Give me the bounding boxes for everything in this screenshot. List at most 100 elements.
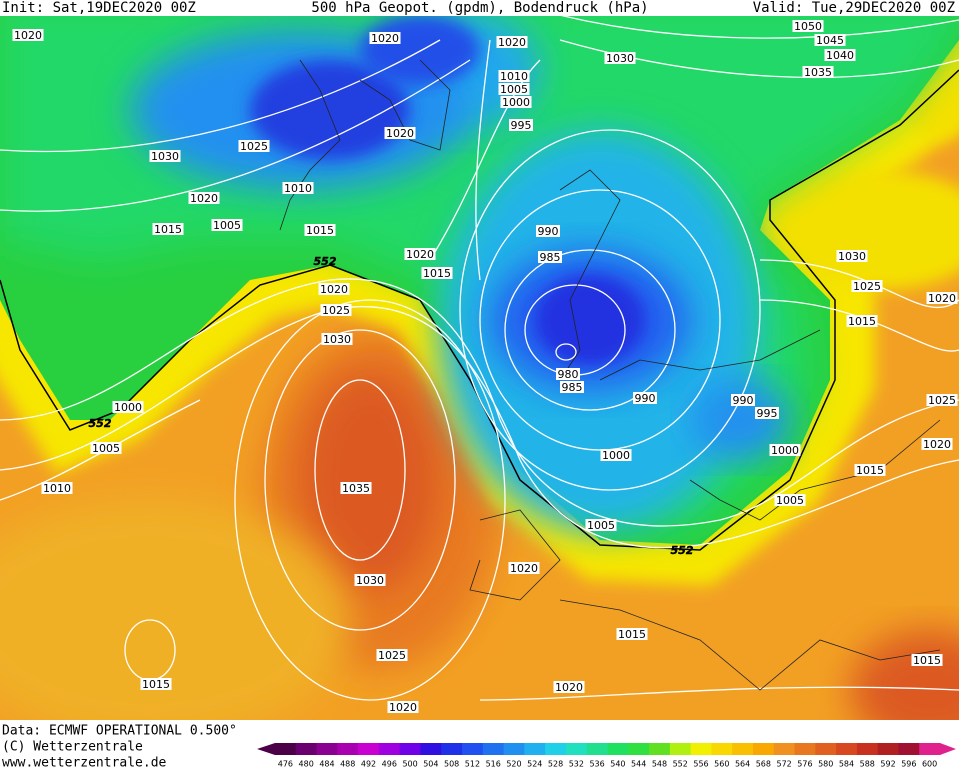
isobar-label: 1025 <box>378 649 406 662</box>
isobar-label: 1015 <box>856 464 884 477</box>
isobar-label-box <box>854 464 886 476</box>
isobar-label-box <box>500 96 532 108</box>
isobar-label-box <box>152 223 184 235</box>
scale-cell <box>524 743 546 755</box>
map-title: 500 hPa Geopot. (gpdm), Bodendruck (hPa) <box>311 0 648 16</box>
isobar-label: 1025 <box>928 394 956 407</box>
data-source: Data: ECMWF OPERATIONAL 0.500° <box>2 724 237 739</box>
contour-label: 552 <box>671 544 694 557</box>
scale-cell <box>732 743 754 755</box>
isobar-label-box <box>600 449 632 461</box>
isobar-label: 1035 <box>804 66 832 79</box>
isobar-label: 1050 <box>794 20 822 33</box>
header-bar <box>0 0 959 16</box>
isobar-label-box <box>496 36 528 48</box>
isobar-label: 995 <box>511 119 532 132</box>
isobar-label: 1005 <box>213 219 241 232</box>
isobar-label: 1045 <box>816 34 844 47</box>
isobar-label: 1020 <box>510 562 538 575</box>
scale-label: 516 <box>486 760 501 769</box>
website: www.wetterzentrale.de <box>2 756 167 770</box>
isobar-label: 1020 <box>389 701 417 714</box>
isobar-label-box <box>41 482 73 494</box>
contour-label: 552 <box>314 255 337 268</box>
isobar-label-box <box>560 381 584 393</box>
isobar-label: 1025 <box>853 280 881 293</box>
isobar-label: 1030 <box>606 52 634 65</box>
isobar-label: 980 <box>558 368 579 381</box>
isobar-label: 1020 <box>386 127 414 140</box>
isobar-label: 1030 <box>323 333 351 346</box>
scale-label: 600 <box>922 760 937 769</box>
isobar-label: 1020 <box>923 438 951 451</box>
scale-cell <box>773 743 796 755</box>
isobar-label-box <box>509 119 533 131</box>
scale-label: 564 <box>735 760 750 769</box>
isobar-label-box <box>404 248 436 260</box>
isobar-label-box <box>536 225 560 237</box>
scale-label: 508 <box>444 760 459 769</box>
scale-label: 588 <box>860 760 875 769</box>
scale-label: 568 <box>756 760 771 769</box>
isobar-label-box <box>824 49 856 61</box>
isobar-label-box <box>282 182 314 194</box>
isobar-label: 1000 <box>502 96 530 109</box>
isobar-label: 990 <box>538 225 559 238</box>
scale-label: 540 <box>610 760 625 769</box>
scale-cell <box>358 743 380 755</box>
scale-label: 556 <box>693 760 708 769</box>
scale-label: 544 <box>631 760 646 769</box>
scale-cell <box>836 743 858 755</box>
isobar-label-box <box>421 267 453 279</box>
scale-label: 500 <box>402 760 417 769</box>
isobar-label-box <box>369 32 401 44</box>
isobar-label-box <box>321 333 353 345</box>
scale-cell <box>607 743 629 755</box>
scale-cell <box>669 743 692 755</box>
isobar-label-box <box>911 654 943 666</box>
isobar-label-box <box>802 66 834 78</box>
isobar-label-box <box>926 292 958 304</box>
isobar-label: 990 <box>635 392 656 405</box>
isobar-label-box <box>498 83 530 95</box>
isobar-label: 1020 <box>190 192 218 205</box>
isobar-label-box <box>851 280 883 292</box>
isobar-label-box <box>769 444 801 456</box>
isobar-label: 1020 <box>555 681 583 694</box>
scale-cell <box>441 743 463 755</box>
isobar-label: 1035 <box>342 482 370 495</box>
isobar-label-box <box>498 70 530 82</box>
scale-cell <box>420 743 442 755</box>
isobar-label-box <box>553 681 585 693</box>
scale-label: 576 <box>797 760 812 769</box>
scale-cell <box>275 743 297 755</box>
isobar-label-box <box>926 394 958 406</box>
isobar-label-box <box>755 407 779 419</box>
scale-cell <box>919 743 941 755</box>
scale-label: 596 <box>901 760 916 769</box>
isobar-label-box <box>354 574 386 586</box>
isobar-label: 1005 <box>776 494 804 507</box>
scale-cell <box>337 743 359 755</box>
isobar-label-box <box>112 401 144 413</box>
contour-label: 552 <box>89 417 112 430</box>
isobar-label: 1015 <box>848 315 876 328</box>
scale-label: 592 <box>880 760 895 769</box>
scale-arrow-left <box>257 743 275 755</box>
isobar-label: 1020 <box>371 32 399 45</box>
isobar-label: 1015 <box>618 628 646 641</box>
scale-label: 536 <box>589 760 604 769</box>
isobar-label-box <box>140 678 172 690</box>
isobar-label: 995 <box>757 407 778 420</box>
valid-time: Valid: Tue,29DEC2020 00Z <box>753 0 955 16</box>
scale-cell <box>752 743 775 755</box>
scale-cell <box>482 743 505 755</box>
isobar-label: 1020 <box>498 36 526 49</box>
isobar-label: 1000 <box>771 444 799 457</box>
scale-label: 492 <box>361 760 376 769</box>
isobar-label-box <box>633 392 657 404</box>
scale-cell <box>898 743 920 755</box>
isobar-label: 1015 <box>423 267 451 280</box>
isobar-label-box <box>188 192 220 204</box>
